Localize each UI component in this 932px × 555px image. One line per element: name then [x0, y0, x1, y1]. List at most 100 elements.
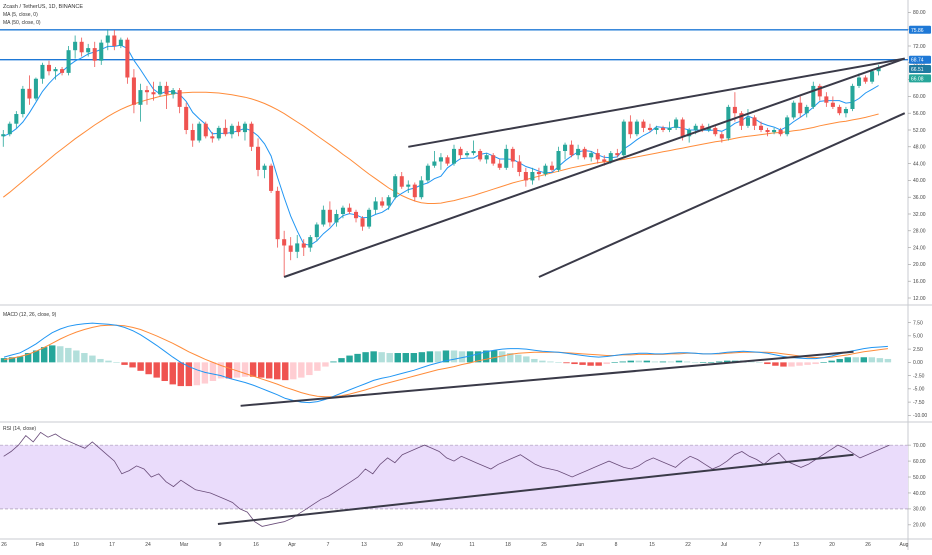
macd-histogram-bar: [756, 362, 763, 363]
macd-histogram-bar: [764, 362, 771, 365]
rsi-legend: RSI (14, close): [3, 426, 36, 432]
candle-body: [53, 69, 58, 72]
candle-body: [602, 159, 607, 162]
price-tick-label: 44.00: [913, 161, 926, 167]
macd-histogram-bar: [81, 353, 88, 363]
candle-body: [569, 144, 574, 156]
macd-histogram-bar: [772, 362, 779, 366]
macd-histogram-bar: [659, 361, 667, 363]
x-tick-label: 9: [219, 542, 222, 548]
price-label-box: [909, 74, 931, 83]
macd-histogram-bar: [796, 362, 803, 366]
candle-body: [131, 77, 136, 105]
candle-body: [661, 127, 666, 130]
macd-histogram-bar: [113, 362, 120, 363]
macd-histogram-bar: [241, 362, 249, 377]
candle-body: [471, 151, 476, 154]
price-tick-label: 48.00: [913, 145, 926, 151]
macd-tick-label: 0.00: [913, 360, 923, 366]
macd-histogram-bar: [121, 362, 128, 365]
macd-histogram-bar: [346, 355, 353, 363]
candle-body: [412, 184, 417, 198]
x-tick-label: 20: [397, 542, 403, 548]
ma5-legend: MA (5, close, 0): [3, 12, 38, 18]
candle-body: [367, 209, 372, 227]
candle-body: [386, 197, 391, 206]
macd-histogram-bar: [627, 360, 634, 363]
ma50-legend: MA (50, close, 0): [3, 20, 41, 26]
macd-tick-label: 5.00: [913, 334, 923, 340]
candle-body: [647, 127, 652, 130]
rsi-tick-label: 60.00: [913, 459, 926, 465]
macd-histogram-bar: [314, 362, 321, 371]
candle-body: [190, 130, 195, 141]
macd-histogram-bar: [836, 358, 843, 363]
macd-histogram-bar: [675, 360, 683, 363]
candle-body: [7, 123, 12, 135]
candle-body: [438, 157, 443, 162]
candle-body: [33, 78, 38, 99]
macd-histogram-bar: [458, 351, 466, 363]
macd-histogram-bar: [298, 362, 305, 378]
candle-body: [745, 117, 750, 126]
macd-histogram-bar: [330, 361, 337, 363]
macd-histogram-bar: [547, 361, 554, 363]
macd-histogram-bar: [65, 347, 72, 363]
macd-histogram-bar: [868, 357, 876, 363]
macd-histogram-bar: [844, 357, 851, 363]
candle-body: [177, 90, 182, 107]
candle-body: [353, 211, 359, 219]
candle-body: [824, 96, 829, 103]
macd-histogram-bar: [137, 362, 144, 371]
candle-body: [79, 41, 84, 53]
macd-histogram-bar: [161, 362, 168, 382]
macd-histogram-bar: [129, 362, 136, 368]
macd-histogram-bar: [490, 350, 498, 363]
macd-histogram-bar: [643, 360, 651, 363]
candle-body: [667, 127, 672, 130]
candle-body: [739, 113, 744, 126]
candle-body: [765, 130, 770, 133]
candle-body: [621, 121, 626, 156]
price-tick-label: 56.00: [913, 111, 926, 117]
rsi-tick-label: 20.00: [913, 523, 926, 529]
candle-body: [843, 109, 848, 114]
candle-body: [86, 48, 91, 53]
macd-histogram-bar: [523, 356, 530, 363]
candle-body: [216, 127, 221, 139]
x-tick-label: May: [431, 542, 441, 548]
candle-body: [798, 102, 803, 114]
macd-histogram-bar: [603, 362, 610, 365]
candle-body: [229, 125, 234, 135]
candle-body: [700, 125, 705, 130]
x-tick-label: 13: [361, 542, 367, 548]
macd-histogram-bar: [434, 351, 442, 363]
x-tick-label: 16: [253, 542, 259, 548]
candle-body: [791, 102, 796, 118]
x-tick-label: 25: [541, 542, 547, 548]
ma5-line: [3, 44, 879, 246]
candle-body: [804, 106, 809, 114]
x-tick-label: 20: [829, 542, 835, 548]
price-label-text: 75.86: [911, 28, 924, 34]
symbol-title: Zcash / TetherUS, 1D, BINANCE: [3, 4, 83, 10]
candle-body: [517, 161, 522, 172]
x-tick-label: 26: [865, 542, 871, 548]
macd-histogram-bar: [651, 361, 659, 363]
x-tick-label: 15: [649, 542, 655, 548]
macd-histogram-bar: [828, 360, 835, 363]
candle-body: [340, 207, 345, 214]
macd-histogram-bar: [394, 353, 401, 363]
x-tick-label: 26: [1, 542, 7, 548]
candle-body: [504, 148, 509, 168]
rsi-tick-label: 40.00: [913, 491, 926, 497]
macd-tick-label: 2.50: [913, 347, 923, 353]
macd-histogram-bar: [249, 362, 257, 377]
candle-body: [445, 157, 450, 164]
macd-histogram-bar: [97, 358, 104, 363]
macd-histogram-bar: [354, 353, 361, 363]
candle-body: [99, 42, 104, 61]
candle-body: [778, 130, 783, 135]
candle-body: [497, 163, 502, 168]
macd-tick-label: -2.50: [913, 373, 925, 379]
